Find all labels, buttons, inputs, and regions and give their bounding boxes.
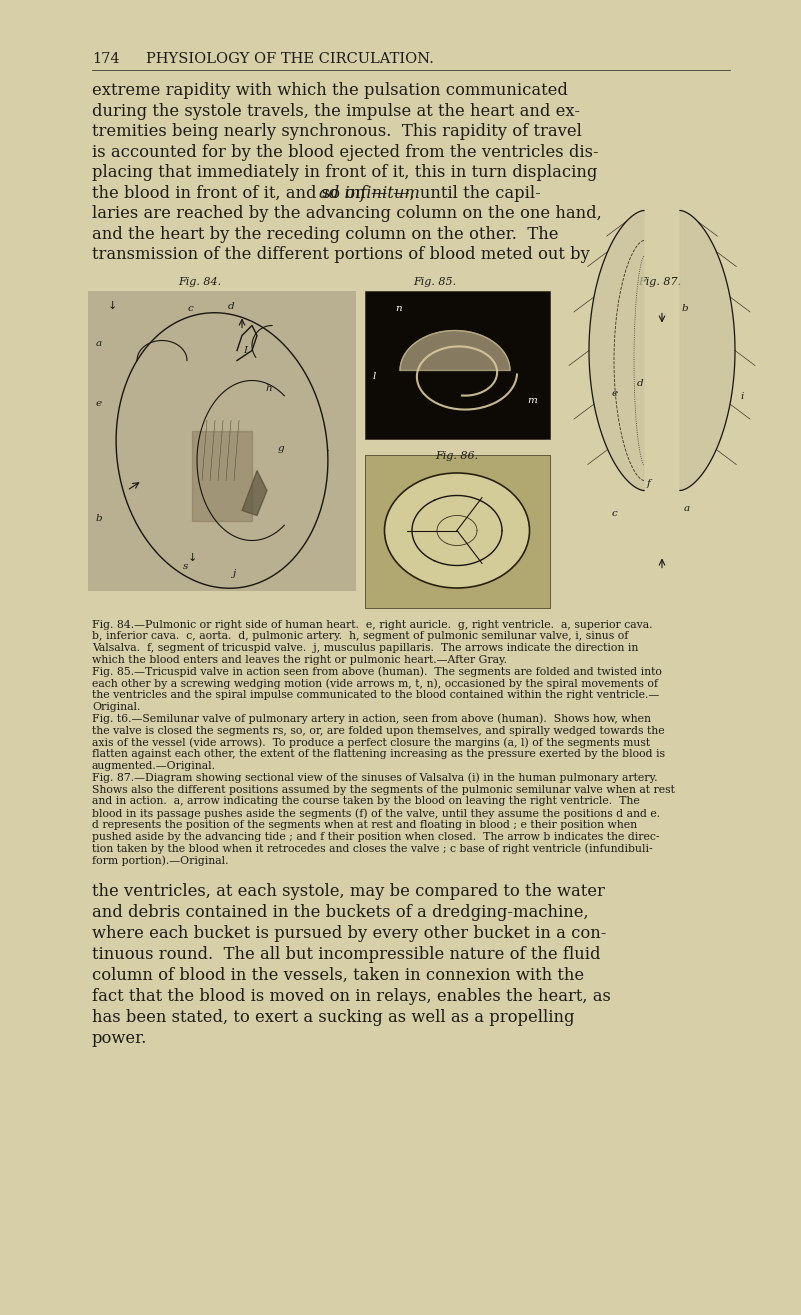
Text: c: c <box>612 509 618 518</box>
Text: e: e <box>96 398 102 408</box>
Text: extreme rapidity with which the pulsation communicated: extreme rapidity with which the pulsatio… <box>92 82 568 99</box>
Text: Fig. 85.: Fig. 85. <box>413 276 457 287</box>
Text: the ventricles and the spiral impulse communicated to the blood contained within: the ventricles and the spiral impulse co… <box>92 690 659 701</box>
Text: j: j <box>233 568 236 577</box>
Text: laries are reached by the advancing column on the one hand,: laries are reached by the advancing colu… <box>92 205 602 222</box>
Text: i: i <box>740 392 743 401</box>
Text: and the heart by the receding column on the other.  The: and the heart by the receding column on … <box>92 225 558 242</box>
Text: Fig. 84.—Pulmonic or right side of human heart.  e, right auricle.  g, right ven: Fig. 84.—Pulmonic or right side of human… <box>92 619 653 630</box>
Text: the blood in front of it, and so on —: the blood in front of it, and so on — <box>92 184 388 201</box>
Text: Fig. 86.: Fig. 86. <box>436 451 478 460</box>
Text: where each bucket is pursued by every other bucket in a con-: where each bucket is pursued by every ot… <box>92 926 606 943</box>
Text: fact that the blood is moved on in relays, enables the heart, as: fact that the blood is moved on in relay… <box>92 989 611 1005</box>
Polygon shape <box>589 210 644 490</box>
Text: s: s <box>183 562 188 571</box>
Text: I: I <box>243 346 248 355</box>
Text: h: h <box>266 384 272 392</box>
Bar <box>365 291 550 438</box>
Text: form portion).—Original.: form portion).—Original. <box>92 856 228 867</box>
Text: which the blood enters and leaves the right or pulmonic heart.—After Gray.: which the blood enters and leaves the ri… <box>92 655 507 665</box>
Text: axis of the vessel (vide arrows).  To produce a perfect closure the margins (a, : axis of the vessel (vide arrows). To pro… <box>92 738 650 748</box>
Bar <box>365 455 550 608</box>
Text: f: f <box>647 479 651 488</box>
Text: flatten against each other, the extent of the flattening increasing as the press: flatten against each other, the extent o… <box>92 750 665 759</box>
Text: transmission of the different portions of blood meted out by: transmission of the different portions o… <box>92 246 590 263</box>
Text: pushed aside by the advancing tide ; and f their position when closed.  The arro: pushed aside by the advancing tide ; and… <box>92 832 659 842</box>
Text: Fig. 84.: Fig. 84. <box>179 276 222 287</box>
Text: d: d <box>228 301 235 310</box>
Text: Shows also the different positions assumed by the segments of the pulmonic semil: Shows also the different positions assum… <box>92 785 675 794</box>
Text: Fig. 87.: Fig. 87. <box>638 276 682 287</box>
Text: d: d <box>637 379 644 388</box>
Text: m: m <box>527 396 537 405</box>
Text: e: e <box>612 388 618 397</box>
Text: tremities being nearly synchronous.  This rapidity of travel: tremities being nearly synchronous. This… <box>92 124 582 139</box>
Text: a: a <box>684 504 690 513</box>
Text: blood in its passage pushes aside the segments (f) of the valve, until they assu: blood in its passage pushes aside the se… <box>92 809 660 819</box>
Ellipse shape <box>384 473 529 588</box>
Text: has been stated, to exert a sucking as well as a propelling: has been stated, to exert a sucking as w… <box>92 1010 574 1026</box>
Text: n: n <box>395 304 401 313</box>
Text: d represents the position of the segments when at rest and floating in blood ; e: d represents the position of the segment… <box>92 821 637 830</box>
Text: PHYSIOLOGY OF THE CIRCULATION.: PHYSIOLOGY OF THE CIRCULATION. <box>146 53 434 66</box>
Text: tion taken by the blood when it retrocedes and closes the valve ; c base of righ: tion taken by the blood when it retroced… <box>92 844 653 855</box>
Text: c: c <box>188 304 194 313</box>
Text: the ventricles, at each systole, may be compared to the water: the ventricles, at each systole, may be … <box>92 884 605 901</box>
Text: ad infinitum: ad infinitum <box>319 184 420 201</box>
Text: is accounted for by the blood ejected from the ventricles dis-: is accounted for by the blood ejected fr… <box>92 143 598 160</box>
Text: Fig. 85.—Tricuspid valve in action seen from above (human).  The segments are fo: Fig. 85.—Tricuspid valve in action seen … <box>92 667 662 677</box>
Text: column of blood in the vessels, taken in connexion with the: column of blood in the vessels, taken in… <box>92 968 584 985</box>
Text: b: b <box>682 304 689 313</box>
Text: during the systole travels, the impulse at the heart and ex-: during the systole travels, the impulse … <box>92 103 580 120</box>
Polygon shape <box>400 330 510 371</box>
Text: and debris contained in the buckets of a dredging-machine,: and debris contained in the buckets of a… <box>92 905 589 922</box>
Text: and in action.  a, arrow indicating the course taken by the blood on leaving the: and in action. a, arrow indicating the c… <box>92 797 640 806</box>
Text: ↓: ↓ <box>108 301 118 310</box>
Text: Original.: Original. <box>92 702 140 713</box>
Text: l: l <box>373 372 376 380</box>
Polygon shape <box>680 210 735 490</box>
Bar <box>88 291 356 590</box>
Text: the valve is closed the segments rs, so, or, are folded upon themselves, and spi: the valve is closed the segments rs, so,… <box>92 726 665 735</box>
Text: power.: power. <box>92 1030 147 1047</box>
Text: placing that immediately in front of it, this in turn displacing: placing that immediately in front of it,… <box>92 164 598 181</box>
Text: a: a <box>96 338 102 347</box>
Text: augmented.—Original.: augmented.—Original. <box>92 761 216 771</box>
Polygon shape <box>242 471 267 515</box>
Text: b: b <box>96 513 103 522</box>
Text: —, until the capil-: —, until the capil- <box>392 184 541 201</box>
Text: ↓: ↓ <box>188 552 197 563</box>
Text: g: g <box>278 443 284 452</box>
Text: tinuous round.  The all but incompressible nature of the fluid: tinuous round. The all but incompressibl… <box>92 947 601 964</box>
Text: Fig. t6.—Semilunar valve of pulmonary artery in action, seen from above (human).: Fig. t6.—Semilunar valve of pulmonary ar… <box>92 714 651 725</box>
Text: b, inferior cava.  c, aorta.  d, pulmonic artery.  h, segment of pulmonic semilu: b, inferior cava. c, aorta. d, pulmonic … <box>92 631 628 642</box>
Text: Valsalva.  f, segment of tricuspid valve.  j, musculus papillaris.  The arrows i: Valsalva. f, segment of tricuspid valve.… <box>92 643 638 654</box>
Text: Fig. 87.—Diagram showing sectional view of the sinuses of Valsalva (i) in the hu: Fig. 87.—Diagram showing sectional view … <box>92 773 658 784</box>
Text: 174: 174 <box>92 53 119 66</box>
Text: each other by a screwing wedging motion (vide arrows m, t, n), occasioned by the: each other by a screwing wedging motion … <box>92 679 658 689</box>
